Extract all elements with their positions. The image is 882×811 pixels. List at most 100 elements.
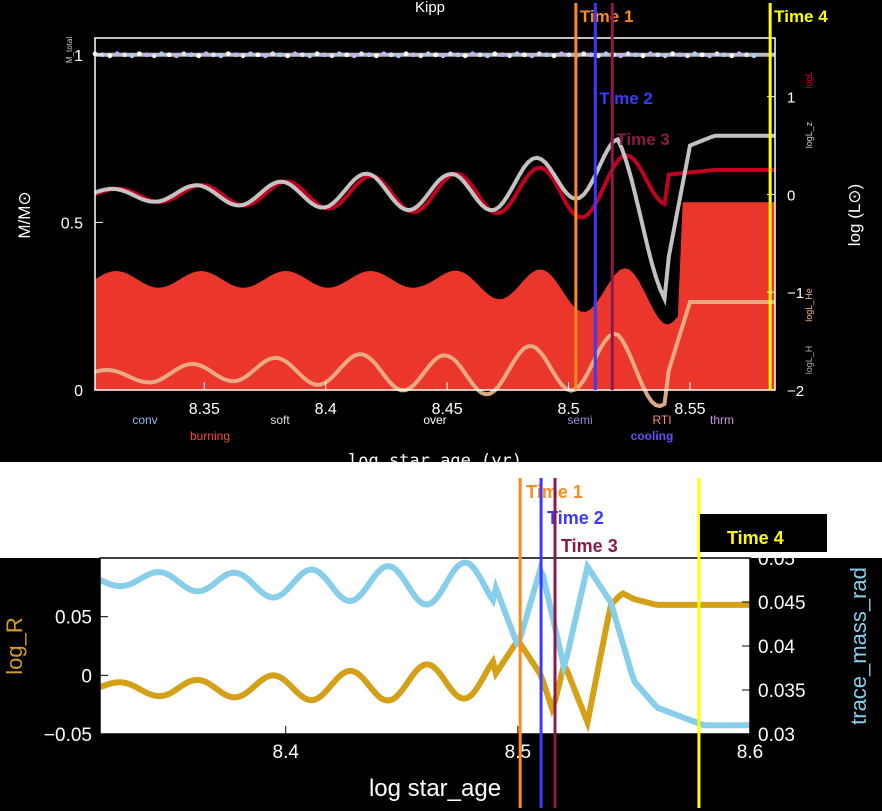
mtotal-dot	[225, 51, 231, 57]
time-marker-label: Time 3	[561, 536, 618, 556]
mtotal-dot	[137, 51, 142, 57]
radius-x-tick-label: 8.5	[505, 742, 531, 763]
time-marker-label: Time 4	[774, 7, 828, 26]
mtotal-dot	[729, 53, 735, 59]
mtotal-dot	[359, 51, 364, 57]
mtotal-dot	[647, 51, 653, 57]
legend-item-conv: conv	[132, 413, 157, 427]
legend-item-over: over	[423, 413, 446, 427]
right-label-logL_H: logL_H	[804, 346, 814, 375]
kipp-ylabel: M/M⊙	[15, 191, 34, 238]
mtotal-dot	[322, 52, 327, 58]
mtotal-dot	[596, 53, 601, 59]
kipp-y-tick-label: 1	[74, 48, 83, 65]
kipp-y-right-tick-label: −2	[787, 383, 804, 400]
radius-y-right-tick-label: 0.045	[758, 593, 806, 614]
mtotal-label: M_total	[65, 37, 74, 63]
mtotal-dot	[381, 51, 387, 57]
radius-y-tick-label: 0	[81, 666, 92, 687]
kipp-xlabel: log star_age (yr)	[348, 451, 522, 471]
mtotal-dot	[603, 51, 609, 57]
kipp-y-tick-label: 0	[74, 383, 83, 400]
mtotal-dot	[366, 52, 372, 58]
kipp-x-ticks: 8.35 8.4 8.45 8.5 8.55	[189, 382, 706, 418]
mtotal-dot	[514, 51, 520, 57]
mtotal-dot	[233, 52, 239, 58]
radius-y-right-ticks: 0.03 0.035 0.04 0.045 0.05	[742, 549, 806, 746]
mtotal-dot	[122, 52, 128, 58]
kipp-ylabel-right: log (L⊙)	[845, 184, 864, 246]
legend-item-thrm: thrm	[710, 413, 734, 427]
mtotal-dot	[588, 52, 594, 58]
legend-item-RTI: RTI	[652, 413, 671, 427]
mtotal-dot	[522, 52, 527, 58]
series-line-trace_mass_rad	[98, 559, 750, 729]
mtotal-dot	[492, 51, 498, 57]
time4-label-box	[700, 514, 827, 552]
mtotal-dot	[477, 52, 483, 58]
kipp-y-tick-label: 0.5	[61, 215, 83, 232]
mtotal-dot	[455, 52, 461, 58]
mtotal-dot	[462, 53, 468, 59]
mtotal-dot	[677, 52, 683, 58]
mtotal-dot	[285, 53, 290, 59]
radius-xlabel: log star_age	[369, 775, 501, 802]
mtotal-dot	[692, 51, 698, 57]
mtotal-dot	[566, 52, 572, 58]
radius-ylabel: log_R	[2, 617, 27, 674]
time-marker-label: Time 2	[599, 89, 653, 108]
mtotal-dot	[277, 52, 283, 58]
mtotal-dot	[188, 52, 194, 58]
mtotal-dot	[655, 52, 661, 58]
mtotal-dot	[670, 51, 675, 57]
kipp-x-tick-label: 8.45	[432, 401, 463, 418]
kipp-x-tick-label: 8.35	[189, 401, 220, 418]
mtotal-dots	[92, 51, 775, 59]
mtotal-dot	[129, 53, 135, 59]
mtotal-dot	[662, 53, 668, 59]
radius-ylabel-right: trace_mass_rad	[846, 567, 871, 725]
time-marker-label: Time 3	[616, 130, 670, 149]
mtotal-dot	[351, 53, 357, 59]
mtotal-dot	[196, 53, 202, 59]
kipp-legend: conv burning soft over semi cooling RTI thrm	[132, 413, 734, 443]
radius-y-tick-label: −0.05	[44, 725, 92, 746]
mtotal-dot	[211, 52, 216, 58]
mtotal-dot	[307, 53, 313, 59]
mtotal-dot	[559, 51, 564, 57]
mtotal-dot	[388, 52, 394, 58]
radius-y-ticks: −0.05 0 0.05	[44, 608, 108, 746]
kipp-frame	[94, 37, 776, 391]
mtotal-dot	[248, 51, 253, 57]
mtotal-dot	[425, 51, 431, 57]
legend-item-cooling: cooling	[631, 429, 674, 443]
legend-item-semi: semi	[567, 413, 592, 427]
mtotal-dot	[507, 53, 513, 59]
mtotal-dot	[218, 53, 224, 59]
mtotal-dot	[485, 53, 490, 59]
right-label-logL_z: logL_z	[804, 121, 814, 148]
mtotal-dot	[499, 52, 505, 58]
mtotal-dot	[240, 53, 246, 59]
mtotal-dot	[751, 53, 757, 59]
mtotal-dot	[551, 53, 557, 59]
mtotal-dot	[403, 51, 409, 57]
mtotal-dot	[529, 53, 535, 59]
mtotal-dot	[336, 51, 342, 57]
mtotal-dot	[299, 52, 305, 58]
time-marker-label: Time 4	[727, 528, 784, 548]
mtotal-dot	[625, 51, 631, 57]
mtotal-dot	[159, 51, 165, 57]
mtotal-dot	[536, 51, 542, 57]
radius-y-right-tick-label: 0.035	[758, 681, 806, 702]
mtotal-dot	[270, 51, 276, 57]
right-label-logL_He: logL_He	[804, 288, 814, 322]
legend-item-burning: burning	[190, 429, 230, 443]
radius-x-tick-label: 8.6	[737, 742, 763, 763]
mtotal-dot	[470, 51, 476, 57]
luminosity-lines	[94, 133, 775, 409]
radius-x-tick-label: 8.4	[273, 742, 300, 763]
time-marker-label: Time 2	[547, 508, 604, 528]
